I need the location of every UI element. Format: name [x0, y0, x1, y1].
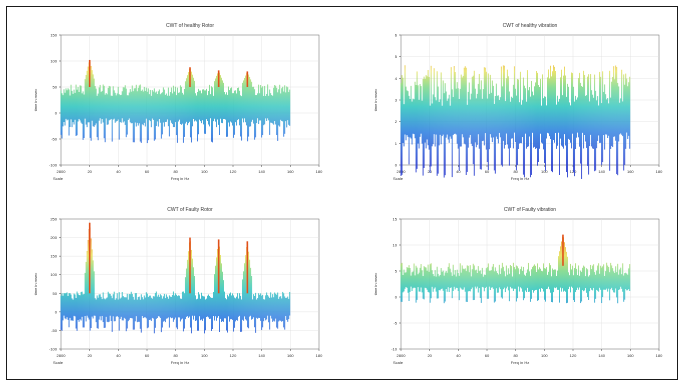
- x-tick-label: 20: [427, 353, 432, 358]
- panel-title: CWT of healthy vibration: [503, 23, 558, 29]
- x-tick-label: 120: [570, 353, 577, 358]
- x-tick-label: 180: [656, 353, 663, 358]
- x-tick-label: 120: [230, 353, 237, 358]
- y-tick-label: -100: [49, 347, 58, 352]
- x-tick-label: 2800: [397, 353, 407, 358]
- x-axis-label: Freq in Hz: [511, 360, 529, 365]
- x-tick-label: 40: [456, 353, 461, 358]
- x-tick-label: 180: [656, 169, 663, 174]
- y-tick-label: -50: [51, 328, 58, 333]
- x-tick-label: 2800: [57, 169, 67, 174]
- x-tick-label: 160: [627, 353, 634, 358]
- y-tick-label: 100: [50, 59, 57, 64]
- y-tick-label: 2: [395, 119, 398, 124]
- x-tick-label: 60: [145, 353, 150, 358]
- y-tick-label: -100: [49, 163, 58, 168]
- x-tick-label: 80: [173, 169, 178, 174]
- x-tick-label: 40: [456, 169, 461, 174]
- x-tick-label: 100: [541, 353, 548, 358]
- panel-healthy-vibration: CWT of healthy vibration2800204060801001…: [373, 23, 663, 181]
- x-tick-label: 160: [287, 353, 294, 358]
- x-tick-label: 80: [513, 353, 518, 358]
- y-axis-label: time in msec: [373, 89, 378, 111]
- x-tick-label: 60: [485, 353, 490, 358]
- y-tick-label: 50: [53, 85, 58, 90]
- y-tick-label: 5: [395, 269, 398, 274]
- y-tick-label: 6: [395, 33, 398, 38]
- x-axis-label: Freq in Hz: [171, 360, 189, 365]
- y-tick-label: -10: [391, 347, 398, 352]
- x-tick-label: 180: [316, 353, 323, 358]
- x-axis-label: Freq in Hz: [511, 176, 529, 181]
- x-tick-label: 20: [87, 353, 92, 358]
- y-tick-label: 0: [55, 111, 58, 116]
- y-tick-label: 0: [55, 309, 58, 314]
- x-corner-label: Scale: [393, 360, 404, 365]
- y-tick-label: 150: [50, 254, 57, 259]
- y-tick-label: 200: [50, 235, 57, 240]
- y-tick-label: 10: [393, 243, 398, 248]
- x-tick-label: 60: [145, 169, 150, 174]
- y-tick-label: 150: [50, 33, 57, 38]
- y-tick-label: 1: [395, 141, 398, 146]
- figure-frame: CWT of healthy Rotor 2800 20 40 60 80 100 120 14…: [6, 6, 678, 380]
- y-tick-label: -5: [393, 321, 397, 326]
- y-axis-label: time in msec: [373, 273, 378, 295]
- panel-title: CWT of Faulty vibration: [504, 207, 556, 213]
- x-tick-label: 60: [485, 169, 490, 174]
- x-tick-label: 140: [258, 353, 265, 358]
- x-tick-label: 160: [627, 169, 634, 174]
- x-tick-label: 40: [116, 353, 121, 358]
- x-corner-label: Scale: [53, 360, 64, 365]
- x-tick-label: 100: [201, 169, 208, 174]
- y-tick-label: 15: [393, 217, 398, 222]
- y-axis-label: time in msec: [33, 89, 38, 111]
- x-tick-label: 100: [201, 353, 208, 358]
- y-tick-label: 250: [50, 217, 57, 222]
- x-tick-label: 80: [173, 353, 178, 358]
- x-tick-label: 20: [87, 169, 92, 174]
- y-tick-label: 3: [395, 98, 398, 103]
- panel-healthy-rotor: CWT of healthy Rotor 2800 20 40 60 80 100 120 14…: [33, 23, 323, 181]
- y-tick-label: 50: [53, 291, 58, 296]
- panel-faulty-rotor: CWT of Faulty Rotor 2800 20 40 60 80 100 120 140…: [33, 207, 323, 365]
- y-tick-label: -50: [51, 137, 58, 142]
- x-tick-label: 180: [316, 169, 323, 174]
- x-tick-label: 100: [541, 169, 548, 174]
- x-axis-label: Freq in Hz: [171, 176, 189, 181]
- panel-title: CWT of Faulty Rotor: [167, 207, 213, 213]
- x-tick-label: 40: [116, 169, 121, 174]
- x-tick-label: 140: [598, 169, 605, 174]
- x-tick-label: 140: [598, 353, 605, 358]
- y-tick-label: 100: [50, 272, 57, 277]
- y-tick-label: 4: [395, 76, 398, 81]
- y-tick-label: 0: [395, 295, 398, 300]
- y-tick-label: 0: [395, 163, 398, 168]
- panel-title: CWT of healthy Rotor: [166, 23, 214, 29]
- x-tick-label: 120: [230, 169, 237, 174]
- y-tick-label: 5: [395, 54, 398, 59]
- x-tick-label: 160: [287, 169, 294, 174]
- y-axis-label: time in msec: [33, 273, 38, 295]
- x-corner-label: Scale: [393, 176, 404, 181]
- x-corner-label: Scale: [53, 176, 64, 181]
- x-tick-label: 140: [258, 169, 265, 174]
- x-tick-label: 2800: [57, 353, 67, 358]
